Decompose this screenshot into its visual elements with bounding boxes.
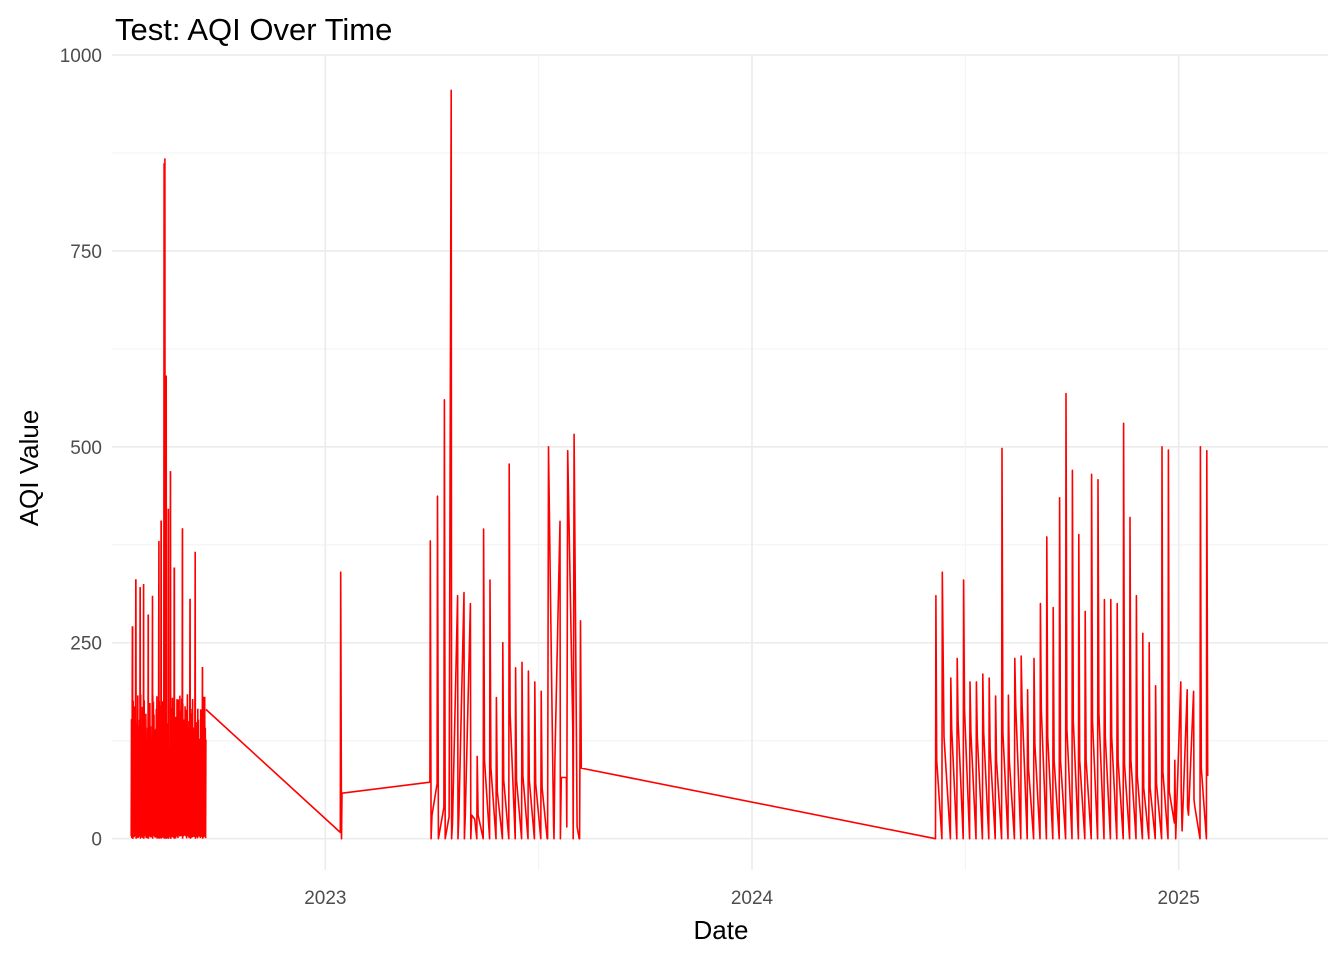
y-axis-tick-labels: 0 250 500 750 1000	[60, 46, 102, 851]
x-tick-label: 2025	[1158, 888, 1200, 909]
y-tick-label: 750	[70, 242, 102, 263]
y-tick-label: 0	[91, 830, 102, 851]
grid-lines	[112, 54, 1328, 870]
y-tick-label: 1000	[60, 46, 102, 67]
y-axis-title: AQI Value	[14, 410, 44, 527]
y-tick-label: 250	[70, 634, 102, 655]
x-tick-label: 2023	[304, 888, 346, 909]
y-tick-label: 500	[70, 438, 102, 459]
x-axis-tick-labels: 2023 2024 2025	[304, 888, 1200, 909]
series-burst-line	[130, 158, 207, 840]
x-axis-title: Date	[694, 915, 749, 945]
series-layer	[130, 89, 1209, 840]
series-line	[205, 89, 1209, 840]
chart-title: Test: AQI Over Time	[115, 12, 392, 47]
x-tick-label: 2024	[731, 888, 774, 909]
